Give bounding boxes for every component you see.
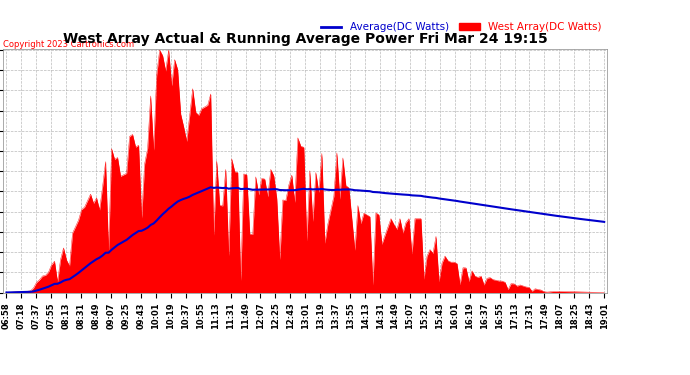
Title: West Array Actual & Running Average Power Fri Mar 24 19:15: West Array Actual & Running Average Powe… xyxy=(63,32,548,46)
Text: Copyright 2023 Cartronics.com: Copyright 2023 Cartronics.com xyxy=(3,40,135,49)
Legend: Average(DC Watts), West Array(DC Watts): Average(DC Watts), West Array(DC Watts) xyxy=(321,22,602,32)
